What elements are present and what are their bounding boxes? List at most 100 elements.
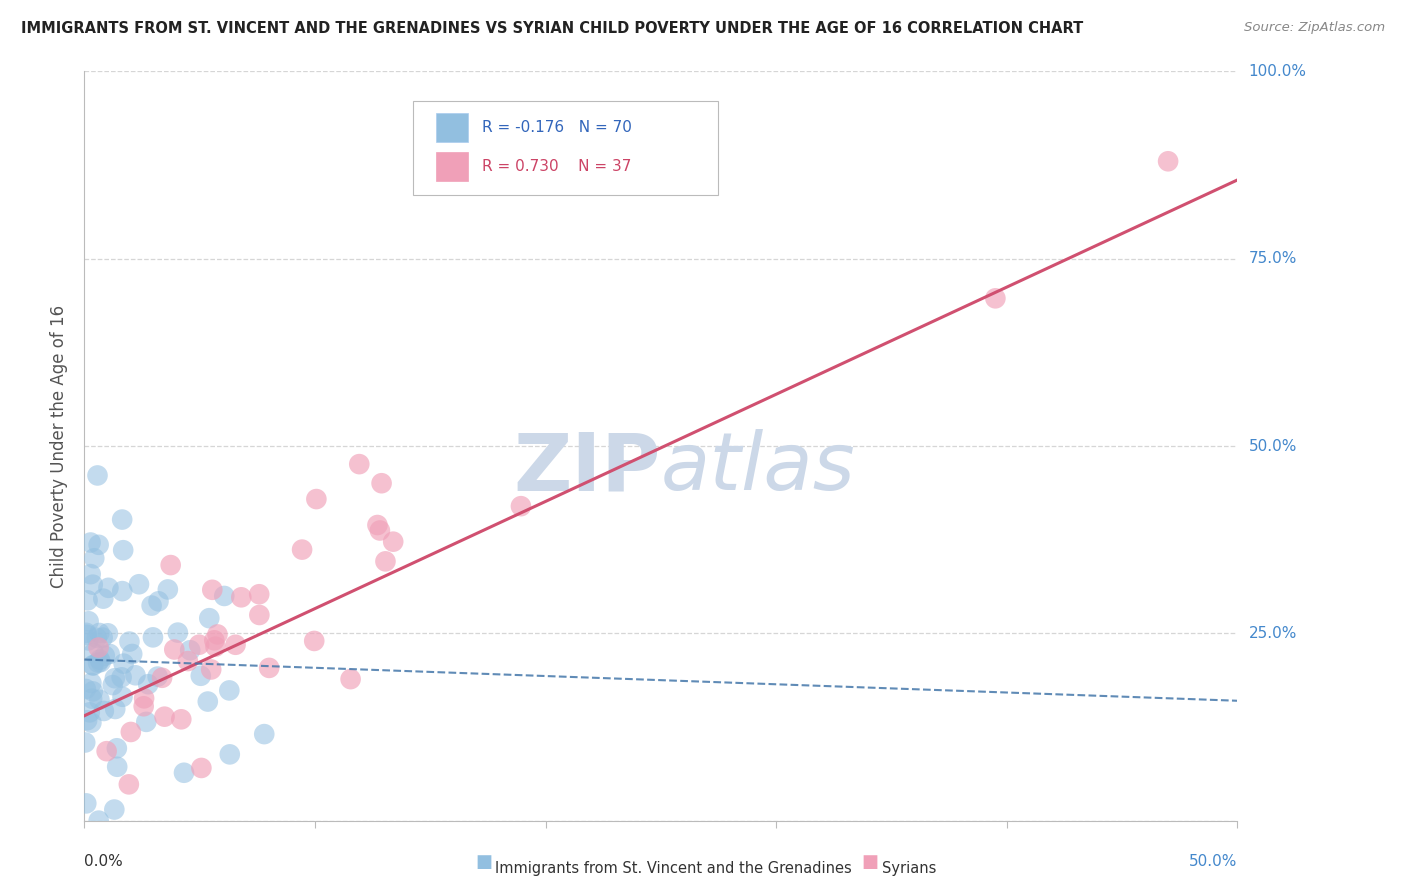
Point xyxy=(382,534,405,549)
Point xyxy=(510,499,533,513)
Point xyxy=(94,648,117,663)
Point xyxy=(111,690,134,704)
Text: 0.0%: 0.0% xyxy=(84,855,124,870)
Point xyxy=(146,669,169,683)
Point xyxy=(374,554,396,568)
Point xyxy=(170,712,193,726)
Point xyxy=(82,577,104,591)
Text: Syrians: Syrians xyxy=(882,861,936,876)
Point xyxy=(291,542,314,557)
Point xyxy=(87,640,110,655)
Text: 50.0%: 50.0% xyxy=(1249,439,1296,453)
Point xyxy=(349,457,371,471)
Point xyxy=(105,760,128,774)
Text: 50.0%: 50.0% xyxy=(1189,855,1237,870)
Point xyxy=(225,638,247,652)
Text: IMMIGRANTS FROM ST. VINCENT AND THE GRENADINES VS SYRIAN CHILD POVERTY UNDER THE: IMMIGRANTS FROM ST. VINCENT AND THE GREN… xyxy=(21,21,1084,36)
Point xyxy=(118,777,141,791)
Point xyxy=(179,643,201,657)
Point xyxy=(77,633,100,648)
FancyBboxPatch shape xyxy=(413,102,718,195)
Point xyxy=(75,797,97,811)
Point xyxy=(79,535,101,549)
Point xyxy=(79,706,101,720)
Point xyxy=(153,709,176,723)
Text: R = -0.176   N = 70: R = -0.176 N = 70 xyxy=(482,120,631,135)
Point xyxy=(82,684,104,698)
Point xyxy=(136,677,159,691)
Point xyxy=(104,671,127,685)
Point xyxy=(150,671,173,685)
Point xyxy=(83,646,105,660)
Point xyxy=(80,715,103,730)
Point xyxy=(77,614,100,628)
Point xyxy=(103,803,125,817)
Point xyxy=(132,691,155,706)
Point xyxy=(104,702,127,716)
Point xyxy=(1157,154,1180,169)
Point xyxy=(190,669,212,683)
Point xyxy=(142,631,165,645)
Text: Source: ZipAtlas.com: Source: ZipAtlas.com xyxy=(1244,21,1385,34)
Point xyxy=(96,744,118,758)
Point xyxy=(93,704,115,718)
Point xyxy=(87,538,110,552)
Point xyxy=(101,678,124,692)
Point xyxy=(76,593,98,607)
Point xyxy=(90,655,112,669)
Point xyxy=(91,631,114,645)
Point xyxy=(135,714,157,729)
Point xyxy=(156,582,179,597)
Point xyxy=(370,476,392,491)
Point xyxy=(97,581,120,595)
Point xyxy=(204,640,226,654)
Point xyxy=(148,594,170,608)
Point xyxy=(118,634,141,648)
Point xyxy=(188,638,211,652)
Point xyxy=(89,626,111,640)
Bar xyxy=(436,153,468,181)
Point xyxy=(163,642,186,657)
Point xyxy=(112,543,135,558)
Point xyxy=(257,661,280,675)
Point xyxy=(302,634,325,648)
Bar xyxy=(436,113,468,142)
Point xyxy=(132,699,155,714)
Point xyxy=(218,747,240,762)
Point xyxy=(166,625,188,640)
Point xyxy=(231,591,253,605)
Point xyxy=(247,587,270,601)
Point xyxy=(86,631,108,645)
Text: Immigrants from St. Vincent and the Grenadines: Immigrants from St. Vincent and the Gren… xyxy=(495,861,852,876)
Point xyxy=(177,654,200,668)
Point xyxy=(214,589,236,603)
Text: ■: ■ xyxy=(475,854,492,871)
Point xyxy=(98,647,121,661)
Point xyxy=(83,551,105,566)
Point xyxy=(198,611,221,625)
Y-axis label: Child Poverty Under the Age of 16: Child Poverty Under the Age of 16 xyxy=(51,304,69,588)
Point xyxy=(89,693,111,707)
Point xyxy=(159,558,181,572)
Point xyxy=(253,727,276,741)
Point xyxy=(80,676,103,690)
Point xyxy=(82,658,104,673)
Point xyxy=(305,491,328,506)
Text: 25.0%: 25.0% xyxy=(1249,626,1296,640)
Point xyxy=(197,694,219,708)
Point xyxy=(141,599,163,613)
Point xyxy=(82,658,104,673)
Point xyxy=(984,291,1007,305)
Point xyxy=(91,591,114,606)
Point xyxy=(124,668,146,682)
Point xyxy=(111,512,134,526)
Text: atlas: atlas xyxy=(661,429,856,508)
Point xyxy=(190,761,212,775)
Point xyxy=(82,691,104,706)
Point xyxy=(76,628,98,642)
Point xyxy=(87,814,110,828)
Point xyxy=(111,584,134,599)
Point xyxy=(75,735,97,749)
Point xyxy=(207,627,229,641)
Point xyxy=(76,713,98,727)
